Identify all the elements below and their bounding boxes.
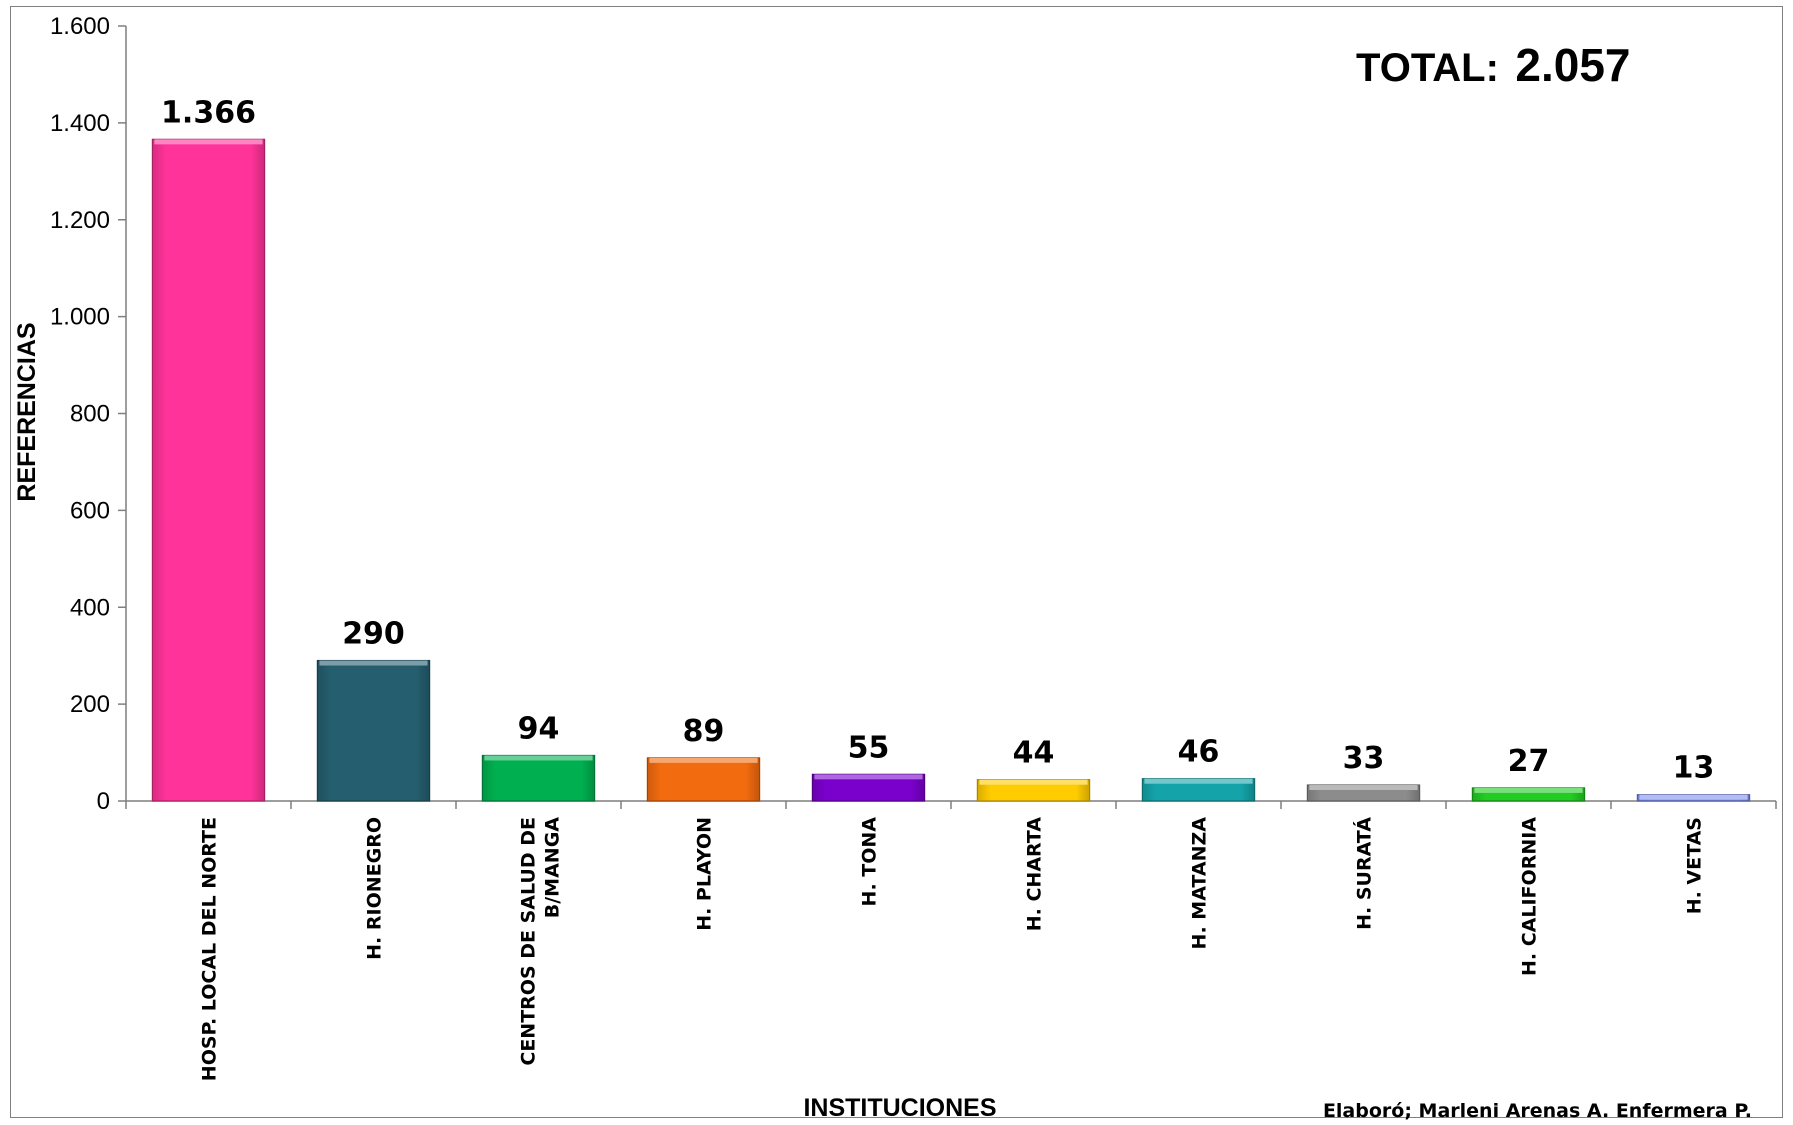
category-label: H. MATANZA <box>1189 817 1211 950</box>
y-tick-label: 200 <box>70 691 110 718</box>
category-label: H. RIONEGRO <box>364 817 386 960</box>
total-value: 2.057 <box>1515 39 1630 91</box>
bar-highlight <box>1144 778 1253 784</box>
data-label: 46 <box>1178 735 1220 770</box>
data-label: 290 <box>342 617 405 652</box>
bar <box>646 757 761 802</box>
bar-highlight <box>319 660 428 666</box>
bar-highlight <box>649 757 758 763</box>
bar <box>481 754 596 802</box>
bar-highlight <box>1309 785 1418 791</box>
total-annotation: TOTAL: 2.057 <box>1356 39 1631 91</box>
data-label: 55 <box>848 730 890 765</box>
x-axis <box>125 800 1777 809</box>
y-tick-label: 0 <box>97 788 110 815</box>
y-tick-label: 1.200 <box>50 207 110 234</box>
total-label: TOTAL: <box>1356 46 1499 90</box>
bar-highlight <box>1639 794 1748 800</box>
bar-highlight <box>814 774 923 780</box>
bar <box>151 138 266 802</box>
y-tick-label: 400 <box>70 594 110 621</box>
y-tick-label: 800 <box>70 401 110 428</box>
data-label: 94 <box>518 711 560 746</box>
data-label: 89 <box>683 714 725 749</box>
credit-note: Elaboró; Marleni Arenas A. Enfermera P. <box>1323 1100 1752 1122</box>
x-axis-title: INSTITUCIONES <box>803 1094 996 1122</box>
category-label: H. TONA <box>859 817 881 907</box>
y-tick-label: 1.400 <box>50 110 110 137</box>
bars <box>151 138 1751 802</box>
data-label: 1.366 <box>161 95 256 130</box>
bar-highlight <box>484 755 593 761</box>
y-tick-label: 1.000 <box>50 304 110 331</box>
y-axis: 0 200 400 600 800 1.000 1.200 1.400 1.600 <box>50 13 127 815</box>
y-axis-title: REFERENCIAS <box>13 322 41 501</box>
category-label: H. SURATÁ <box>1353 817 1376 930</box>
category-label: H. CHARTA <box>1024 817 1046 932</box>
category-label: HOSP. LOCAL DEL NORTE <box>199 817 221 1081</box>
category-label: H. CALIFORNIA <box>1519 817 1541 976</box>
bar-highlight <box>154 139 263 145</box>
data-label: 27 <box>1508 744 1550 779</box>
bar-highlight <box>1474 787 1583 793</box>
data-label: 44 <box>1013 736 1055 771</box>
data-label: 13 <box>1673 751 1715 786</box>
y-tick-label: 1.600 <box>50 13 110 40</box>
category-label: H. PLAYON <box>694 817 716 931</box>
category-labels: HOSP. LOCAL DEL NORTE H. RIONEGRO CENTROS … <box>199 817 1706 1081</box>
y-tick-label: 600 <box>70 497 110 524</box>
category-label: CENTROS DE SALUD DE B/MANGA <box>518 817 564 1066</box>
data-labels: 1.366 290 94 89 55 44 46 33 27 13 <box>161 95 1714 785</box>
data-label: 33 <box>1343 741 1385 776</box>
bar-highlight <box>979 779 1088 785</box>
category-label: H. VETAS <box>1684 817 1706 914</box>
bar <box>316 659 431 802</box>
chart-frame <box>10 6 1783 1118</box>
